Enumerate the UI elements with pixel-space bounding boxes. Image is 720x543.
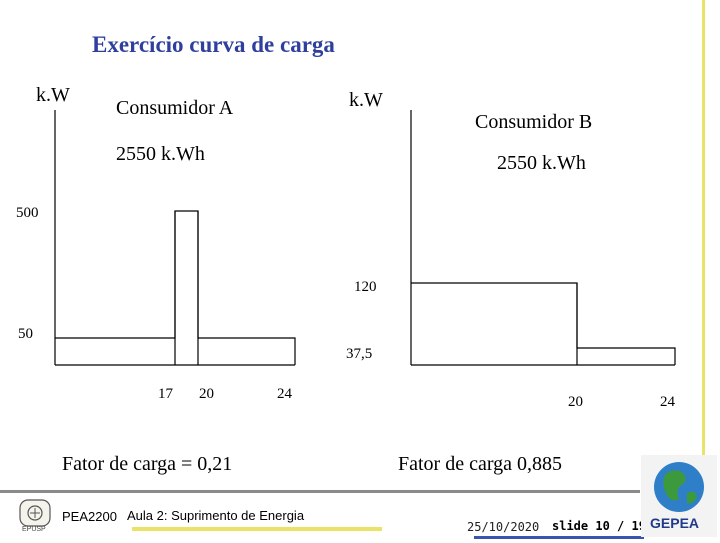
footer-yellow-accent bbox=[132, 527, 382, 531]
gepea-logo-text: GEPEA bbox=[650, 515, 700, 531]
right-accent-line bbox=[702, 0, 705, 465]
consumer-b-x-tick-label: 24 bbox=[660, 394, 676, 410]
epusp-logo: EPUSP bbox=[18, 498, 52, 538]
consumer-b-y-tick-label: 120 bbox=[354, 279, 377, 295]
consumer-a-load-factor: Fator de carga = 0,21 bbox=[62, 453, 233, 475]
consumer-a-x-tick-label: 24 bbox=[277, 386, 293, 402]
footer-date: 25/10/2020 bbox=[467, 520, 540, 534]
gepea-logo: GEPEA bbox=[641, 455, 717, 537]
footer-blue-accent bbox=[474, 536, 644, 539]
footer-slide-number: slide 10 / 19 bbox=[552, 519, 646, 533]
consumer-b-chart: 120 37,5 20 24 bbox=[346, 110, 676, 410]
footer-divider bbox=[0, 490, 640, 493]
consumer-b-y-unit: k.W bbox=[349, 89, 383, 111]
consumer-b-x-tick-label: 20 bbox=[568, 394, 583, 410]
slide-title: Exercício curva de carga bbox=[92, 32, 335, 57]
consumer-b-name: Consumidor B bbox=[475, 111, 593, 133]
consumer-a-y-unit: k.W bbox=[36, 84, 70, 106]
consumer-b-y-tick-label: 37,5 bbox=[346, 346, 372, 362]
consumer-b-energy: 2550 k.Wh bbox=[497, 152, 586, 174]
consumer-a-energy: 2550 k.Wh bbox=[116, 143, 205, 165]
epusp-logo-text: EPUSP bbox=[22, 526, 46, 533]
consumer-a-x-tick-label: 20 bbox=[199, 386, 214, 402]
footer-course: PEA2200 bbox=[62, 509, 117, 524]
consumer-b-load-factor: Fator de carga 0,885 bbox=[398, 453, 563, 475]
consumer-a-y-tick-label: 500 bbox=[16, 205, 39, 221]
consumer-a-name: Consumidor A bbox=[116, 97, 234, 119]
consumer-a-x-tick-label: 17 bbox=[158, 386, 174, 402]
consumer-a-y-tick-label: 50 bbox=[18, 326, 33, 342]
footer-lecture: Aula 2: Suprimento de Energia bbox=[127, 508, 305, 523]
consumer-b-load-curve bbox=[411, 282, 676, 365]
consumer-a-chart: 500 50 17 20 24 bbox=[16, 110, 296, 402]
